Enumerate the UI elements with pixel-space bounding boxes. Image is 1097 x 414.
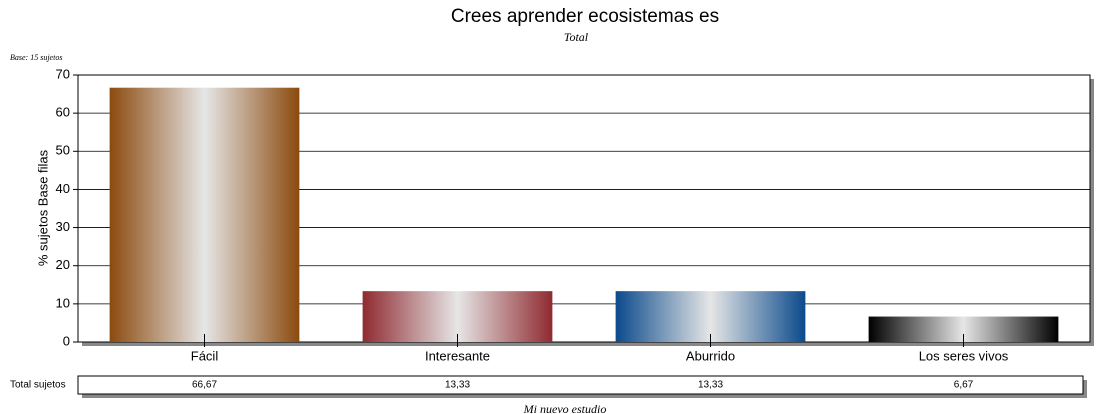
table-value: 13,33 bbox=[698, 380, 723, 391]
y-tick-label: 30 bbox=[56, 219, 70, 234]
y-tick-label: 50 bbox=[56, 143, 70, 158]
y-tick-label: 20 bbox=[56, 257, 70, 272]
chart-subtitle: Total bbox=[564, 30, 589, 44]
y-tick-label: 40 bbox=[56, 181, 70, 196]
table-value: 66,67 bbox=[192, 380, 217, 391]
y-tick-label: 0 bbox=[63, 333, 70, 348]
table-value: 13,33 bbox=[445, 380, 470, 391]
x-tick-label: Fácil bbox=[191, 348, 219, 363]
x-tick-label: Aburrido bbox=[686, 348, 735, 363]
table-value: 6,67 bbox=[954, 380, 974, 391]
chart-title: Crees aprender ecosistemas es bbox=[451, 6, 719, 27]
table bbox=[77, 375, 1084, 395]
bar bbox=[109, 87, 300, 342]
y-tick-label: 10 bbox=[56, 295, 70, 310]
x-tick-label: Interesante bbox=[425, 348, 490, 363]
x-tick-label: Los seres vivos bbox=[919, 348, 1009, 363]
y-tick-label: 60 bbox=[56, 105, 70, 120]
bar bbox=[615, 291, 806, 342]
base-note: Base: 15 sujetos bbox=[10, 53, 62, 62]
table-label: Total sujetos bbox=[10, 380, 66, 391]
y-tick-label: 70 bbox=[56, 66, 70, 81]
footer: Mi nuevo estudio bbox=[523, 402, 607, 414]
y-axis-label: % sujetos Base filas bbox=[35, 149, 50, 266]
bar bbox=[362, 291, 553, 342]
